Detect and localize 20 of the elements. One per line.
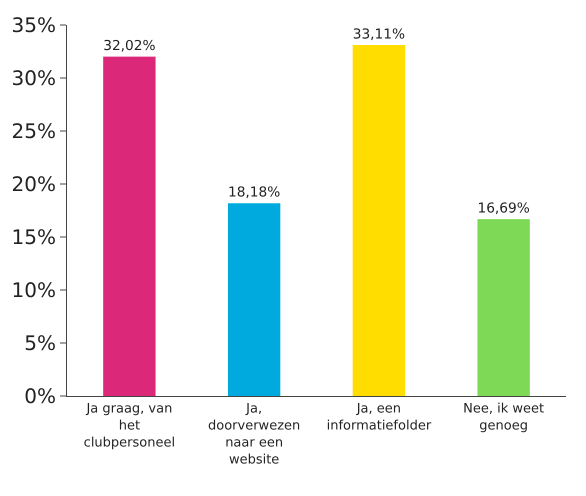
data-label: 33,11% bbox=[352, 26, 406, 42]
y-tick-label: 0% bbox=[24, 384, 56, 408]
y-tick-label: 30% bbox=[12, 66, 56, 90]
bar bbox=[352, 45, 406, 396]
y-tick-label: 25% bbox=[12, 119, 56, 143]
y-tick-label: 5% bbox=[24, 331, 56, 355]
bar bbox=[477, 219, 530, 396]
y-tick-label: 35% bbox=[12, 13, 56, 37]
x-tick-label: Ja graag, van het clubpersoneel bbox=[84, 402, 176, 450]
y-tick-label: 15% bbox=[12, 225, 56, 249]
y-tick-label: 10% bbox=[12, 278, 56, 302]
x-tick-label: Ja, een informatiefolder bbox=[326, 402, 432, 434]
x-tick-label: Ja, doorverwezen naar een website bbox=[208, 402, 300, 468]
y-tick-label: 20% bbox=[12, 172, 56, 196]
data-label: 32,02% bbox=[103, 38, 156, 54]
x-tick-label: Nee, ik weet genoeg bbox=[463, 402, 544, 434]
data-label: 16,69% bbox=[477, 200, 530, 216]
bar bbox=[228, 203, 280, 396]
bar bbox=[103, 56, 156, 396]
data-label: 18,18% bbox=[228, 184, 280, 201]
